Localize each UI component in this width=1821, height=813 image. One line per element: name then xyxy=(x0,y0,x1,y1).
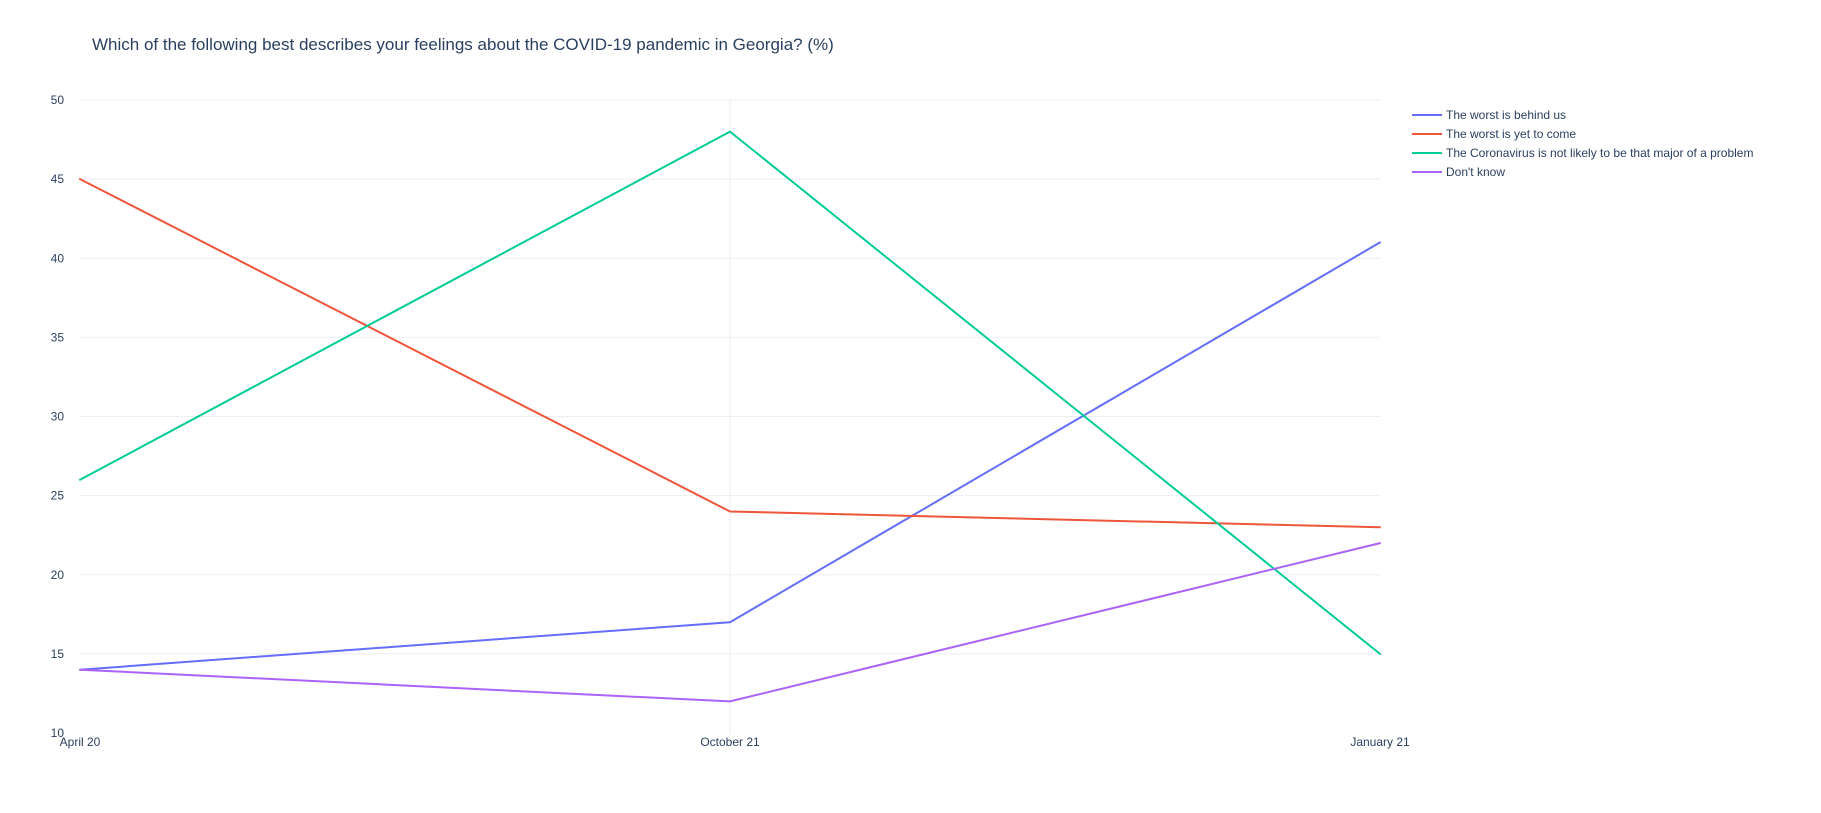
legend-item[interactable]: Don't know xyxy=(1412,165,1505,179)
series-line-1 xyxy=(79,241,1381,671)
legend-item[interactable]: The Coronavirus is not likely to be that… xyxy=(1412,146,1753,160)
y-tick-label: 10 xyxy=(51,726,65,740)
legend-label: The worst is behind us xyxy=(1446,108,1566,122)
chart-title: Which of the following best describes yo… xyxy=(92,35,834,54)
grid xyxy=(80,99,1380,733)
y-tick-label: 35 xyxy=(51,330,65,344)
legend-label: The Coronavirus is not likely to be that… xyxy=(1446,146,1753,160)
series-line-2 xyxy=(79,178,1381,529)
y-tick-label: 45 xyxy=(51,172,65,186)
x-tick-label: April 20 xyxy=(60,735,101,749)
legend-label: Don't know xyxy=(1446,165,1505,179)
legend-item[interactable]: The worst is yet to come xyxy=(1412,127,1576,141)
y-tick-label: 50 xyxy=(51,93,65,107)
x-tick-label: October 21 xyxy=(700,735,760,749)
x-tick-label: January 21 xyxy=(1350,735,1410,749)
y-tick-label: 25 xyxy=(51,489,65,503)
series-line-4 xyxy=(79,542,1381,703)
legend-label: The worst is yet to come xyxy=(1446,127,1576,141)
series-line-3 xyxy=(79,130,1381,655)
y-tick-label: 40 xyxy=(51,251,65,265)
legend: The worst is behind us The worst is yet t… xyxy=(1412,108,1753,179)
axes: 10 15 20 25 30 35 40 45 50 April 20 October 21 Janu… xyxy=(51,93,1410,749)
legend-item[interactable]: The worst is behind us xyxy=(1412,108,1566,122)
y-tick-label: 15 xyxy=(51,647,65,661)
y-tick-label: 30 xyxy=(51,410,65,424)
series-lines xyxy=(79,130,1381,703)
y-tick-label: 20 xyxy=(51,568,65,582)
